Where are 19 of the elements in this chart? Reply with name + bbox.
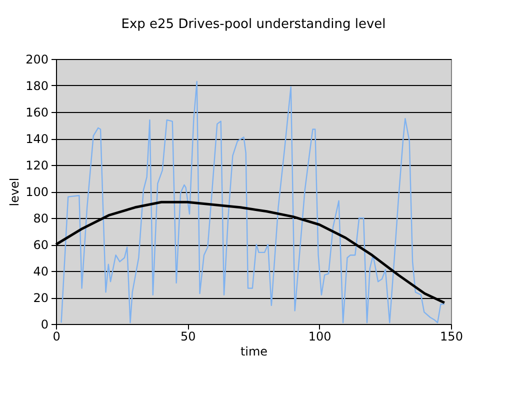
line-series <box>60 80 446 324</box>
y-tick-label: 120 <box>26 158 48 172</box>
y-tick-label: 40 <box>33 264 48 278</box>
y-tick-label: 200 <box>26 52 48 66</box>
chart-title: Exp e25 Drives-pool understanding level <box>121 17 386 32</box>
y-tick-label: 160 <box>26 106 48 120</box>
y-tick-label: 60 <box>33 238 48 252</box>
y-tick-label: 180 <box>26 79 48 93</box>
x-axis-title: time <box>240 344 268 358</box>
y-tick-label: 140 <box>26 132 48 146</box>
y-tick-label: 80 <box>33 212 48 226</box>
x-tick-label: 0 <box>52 330 60 344</box>
y-axis-title: level <box>8 178 22 206</box>
y-tick-label: 0 <box>40 318 48 332</box>
x-tick-label: 150 <box>440 330 463 344</box>
y-tick-label: 20 <box>33 291 48 305</box>
y-tick-label: 100 <box>26 185 48 199</box>
x-tick-label: 50 <box>180 330 196 344</box>
x-tick-label: 100 <box>308 330 332 344</box>
